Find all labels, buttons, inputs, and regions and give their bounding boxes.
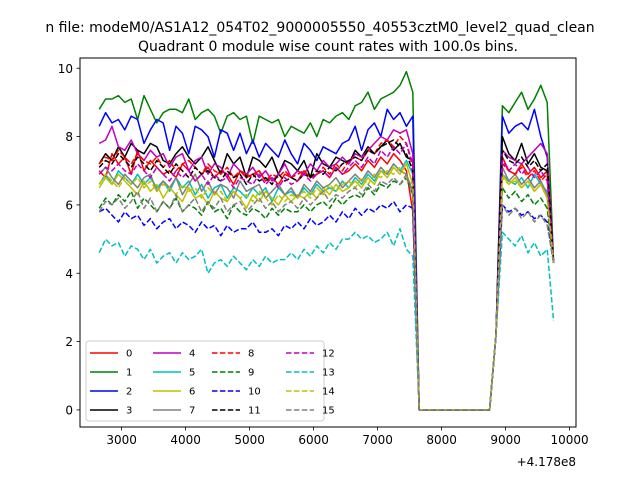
legend-label-3: 3 (126, 406, 132, 417)
legend-label-2: 2 (126, 387, 132, 398)
legend-label-8: 8 (248, 349, 254, 360)
legend-label-6: 6 (189, 387, 195, 398)
legend-label-0: 0 (126, 349, 132, 360)
chart-suptitle: n file: modeM0/AS1A12_054T02_9000005550_… (45, 20, 594, 36)
legend-label-11: 11 (248, 406, 261, 417)
legend-label-5: 5 (189, 368, 195, 379)
legend-label-10: 10 (248, 387, 261, 398)
legend-label-12: 12 (322, 349, 335, 360)
x-offset-label: +4.178e8 (517, 455, 576, 469)
y-tick-label: 8 (65, 130, 73, 144)
legend-label-4: 4 (189, 349, 195, 360)
y-tick-label: 10 (58, 62, 73, 76)
legend-label-1: 1 (126, 368, 132, 379)
x-tick-label: 10000 (551, 433, 589, 447)
x-axis: 3000 4000 5000 6000 7000 8000 9000 10000 (106, 427, 589, 447)
series-layer (98, 70, 555, 411)
x-tick-label: 4000 (170, 433, 201, 447)
x-tick-label: 9000 (490, 433, 521, 447)
chart-title: Quadrant 0 module wise count rates with … (138, 39, 518, 55)
x-tick-label: 5000 (234, 433, 265, 447)
legend-label-14: 14 (322, 387, 335, 398)
y-axis: 0 2 4 6 8 10 (58, 62, 80, 417)
legend-box (85, 340, 325, 422)
y-tick-label: 4 (65, 267, 73, 281)
x-tick-label: 6000 (298, 433, 329, 447)
x-tick-label: 3000 (106, 433, 137, 447)
x-tick-label: 7000 (362, 433, 393, 447)
y-tick-label: 0 (65, 403, 73, 417)
y-tick-label: 6 (65, 198, 73, 212)
x-tick-label: 8000 (426, 433, 457, 447)
legend-label-15: 15 (322, 406, 335, 417)
series-line-14 (98, 166, 555, 411)
y-tick-label: 2 (65, 335, 73, 349)
legend-label-9: 9 (248, 368, 254, 379)
legend-label-7: 7 (189, 406, 195, 417)
legend-label-13: 13 (322, 368, 335, 379)
plot-frame (79, 57, 577, 428)
series-line-15 (98, 173, 555, 411)
